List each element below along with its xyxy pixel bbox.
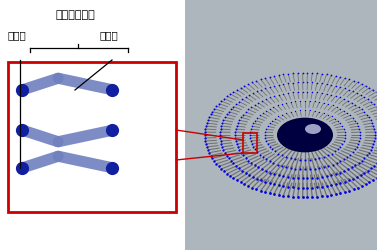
Text: 両親媒性分子: 両親媒性分子 bbox=[55, 10, 95, 20]
Bar bbox=[185, 0, 377, 250]
Bar bbox=[8, 62, 176, 212]
Ellipse shape bbox=[277, 118, 333, 152]
Text: 親水部: 親水部 bbox=[8, 30, 27, 40]
Ellipse shape bbox=[305, 124, 321, 134]
Bar bbox=[243, 133, 257, 153]
Text: 疎水部: 疎水部 bbox=[100, 30, 119, 40]
